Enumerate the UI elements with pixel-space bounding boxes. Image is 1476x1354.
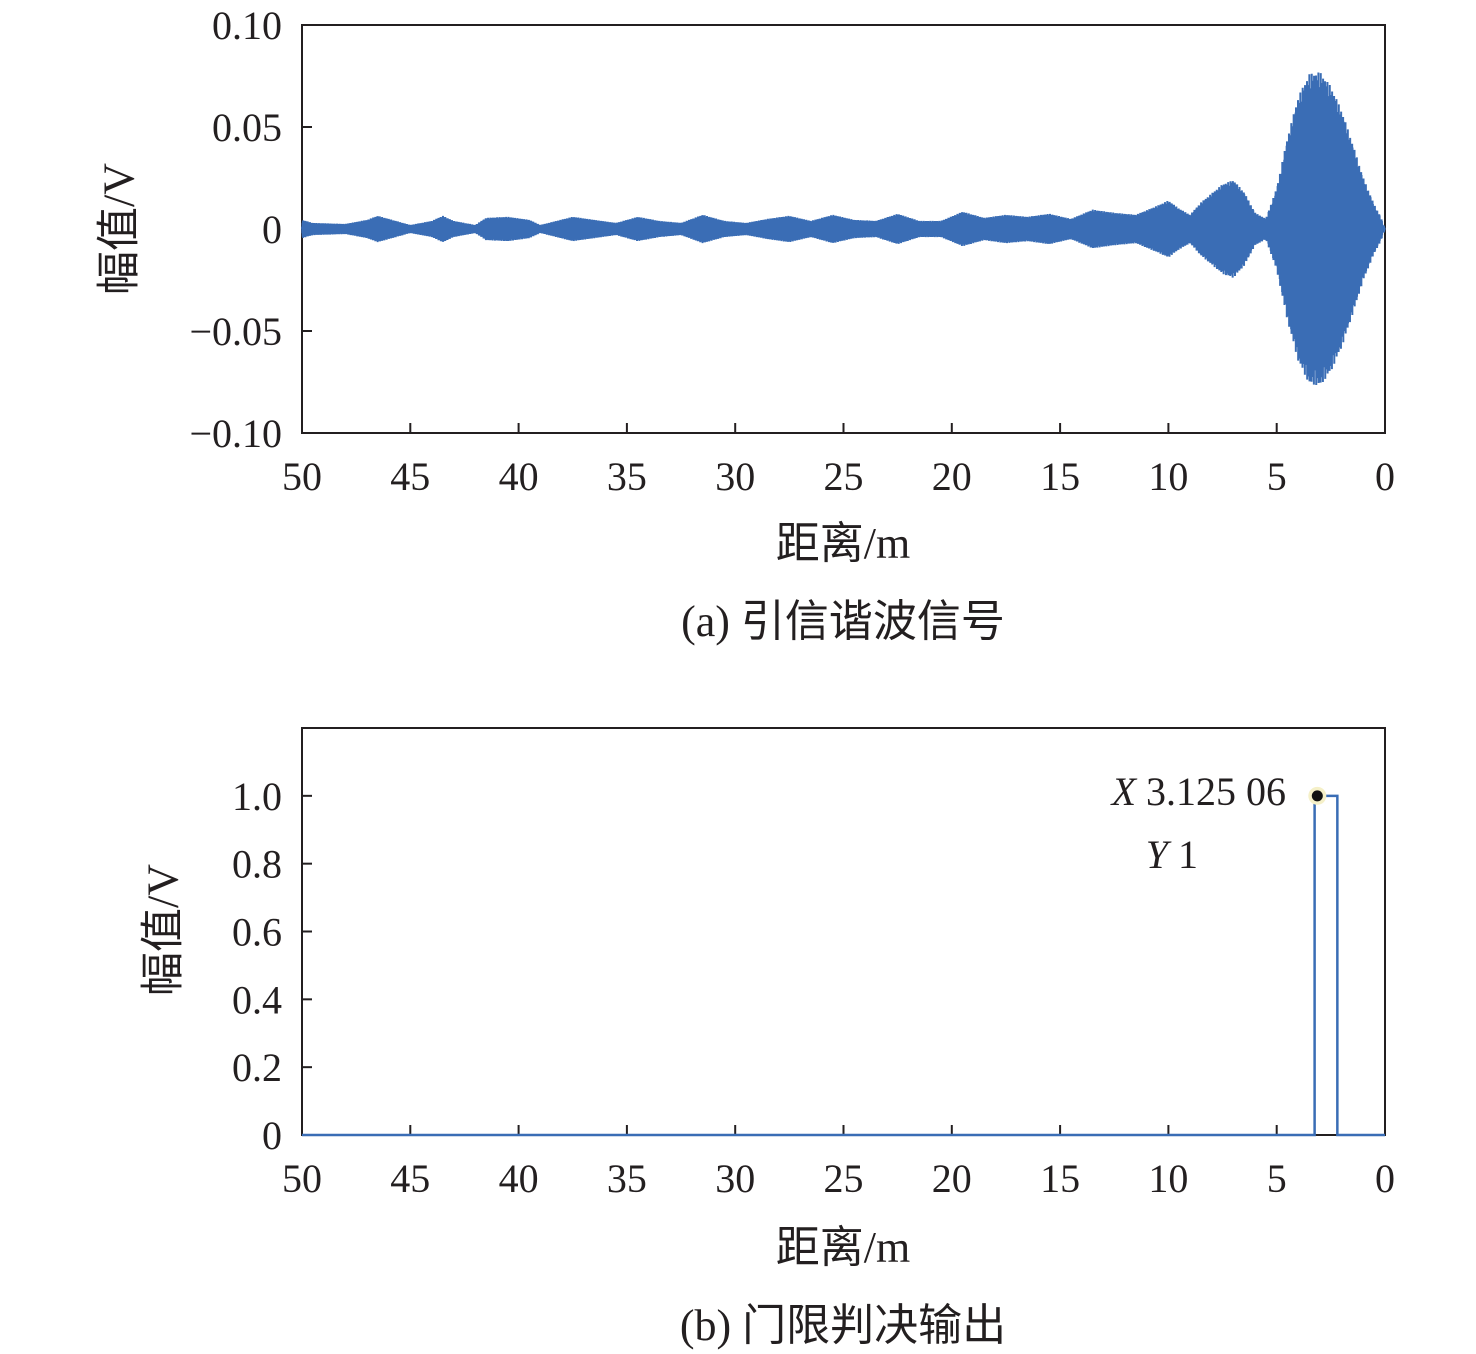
a-x-tick-label: 40: [499, 454, 539, 499]
b-y-tick-label: 0.8: [232, 842, 282, 887]
caption-b: (b) 门限判决输出: [680, 1301, 1006, 1350]
a-x-tick-label: 25: [824, 454, 864, 499]
datatip-marker: [1311, 790, 1323, 802]
b-y-tick-label: 1.0: [232, 774, 282, 819]
b-y-tick-label: 0.6: [232, 910, 282, 955]
datatip-y-value: 1: [1178, 832, 1198, 877]
caption-a: (a) 引信谐波信号: [681, 597, 1005, 646]
a-y-tick-label: −0.05: [189, 309, 282, 354]
a-x-tick-label: 10: [1148, 454, 1188, 499]
a-x-tick-label: 5: [1267, 454, 1287, 499]
a-x-tick-label: 30: [715, 454, 755, 499]
x-axis-title-a: 距离/m: [776, 519, 910, 568]
y-axis-title-b: 幅值/V: [138, 864, 187, 996]
b-x-tick-label: 20: [932, 1156, 972, 1201]
ticks-a: 50 45 40 35 30 25 20 15 10 5 00.100.050−0.05−0.10: [189, 3, 1395, 499]
b-y-tick-label: 0.2: [232, 1045, 282, 1090]
b-x-tick-label: 25: [824, 1156, 864, 1201]
a-x-tick-label: 0: [1375, 454, 1395, 499]
b-x-tick-label: 45: [390, 1156, 430, 1201]
a-y-tick-label: 0: [262, 207, 282, 252]
chart-harmonic-signal: 50 45 40 35 30 25 20 15 10 5 00.100.050−0.05−0.10 …: [94, 3, 1395, 646]
b-y-tick-label: 0.4: [232, 977, 282, 1022]
a-y-tick-label: 0.05: [212, 105, 282, 150]
x-axis-title-b: 距离/m: [776, 1223, 910, 1272]
b-x-tick-label: 10: [1148, 1156, 1188, 1201]
a-y-tick-label: −0.10: [189, 411, 282, 456]
a-x-tick-label: 20: [932, 454, 972, 499]
b-y-tick-label: 0: [262, 1113, 282, 1158]
datatip-x-label: X: [1110, 769, 1138, 814]
a-x-tick-label: 35: [607, 454, 647, 499]
chart-threshold-output: 50 45 40 35 30 25 20 15 10 5 000.20.40.60.81.0 X 3.…: [138, 727, 1395, 1350]
a-x-tick-label: 45: [390, 454, 430, 499]
output-line-b: [302, 794, 1385, 1137]
signal-line-a: [301, 72, 1386, 386]
a-x-tick-label: 50: [282, 454, 322, 499]
b-x-tick-label: 30: [715, 1156, 755, 1201]
y-axis-title-a: 幅值/V: [94, 163, 143, 295]
a-y-tick-label: 0.10: [212, 3, 282, 48]
b-x-tick-label: 50: [282, 1156, 322, 1201]
datatip-x-line: X 3.125 06: [1110, 769, 1286, 814]
b-x-tick-label: 15: [1040, 1156, 1080, 1201]
b-x-tick-label: 35: [607, 1156, 647, 1201]
datatip-y-label: Y: [1146, 832, 1172, 877]
datatip-x-value: 3.125 06: [1146, 769, 1286, 814]
a-x-tick-label: 15: [1040, 454, 1080, 499]
b-x-tick-label: 40: [499, 1156, 539, 1201]
b-x-tick-label: 0: [1375, 1156, 1395, 1201]
ticks-b: 50 45 40 35 30 25 20 15 10 5 000.20.40.60.81.0: [232, 774, 1395, 1201]
b-x-tick-label: 5: [1267, 1156, 1287, 1201]
